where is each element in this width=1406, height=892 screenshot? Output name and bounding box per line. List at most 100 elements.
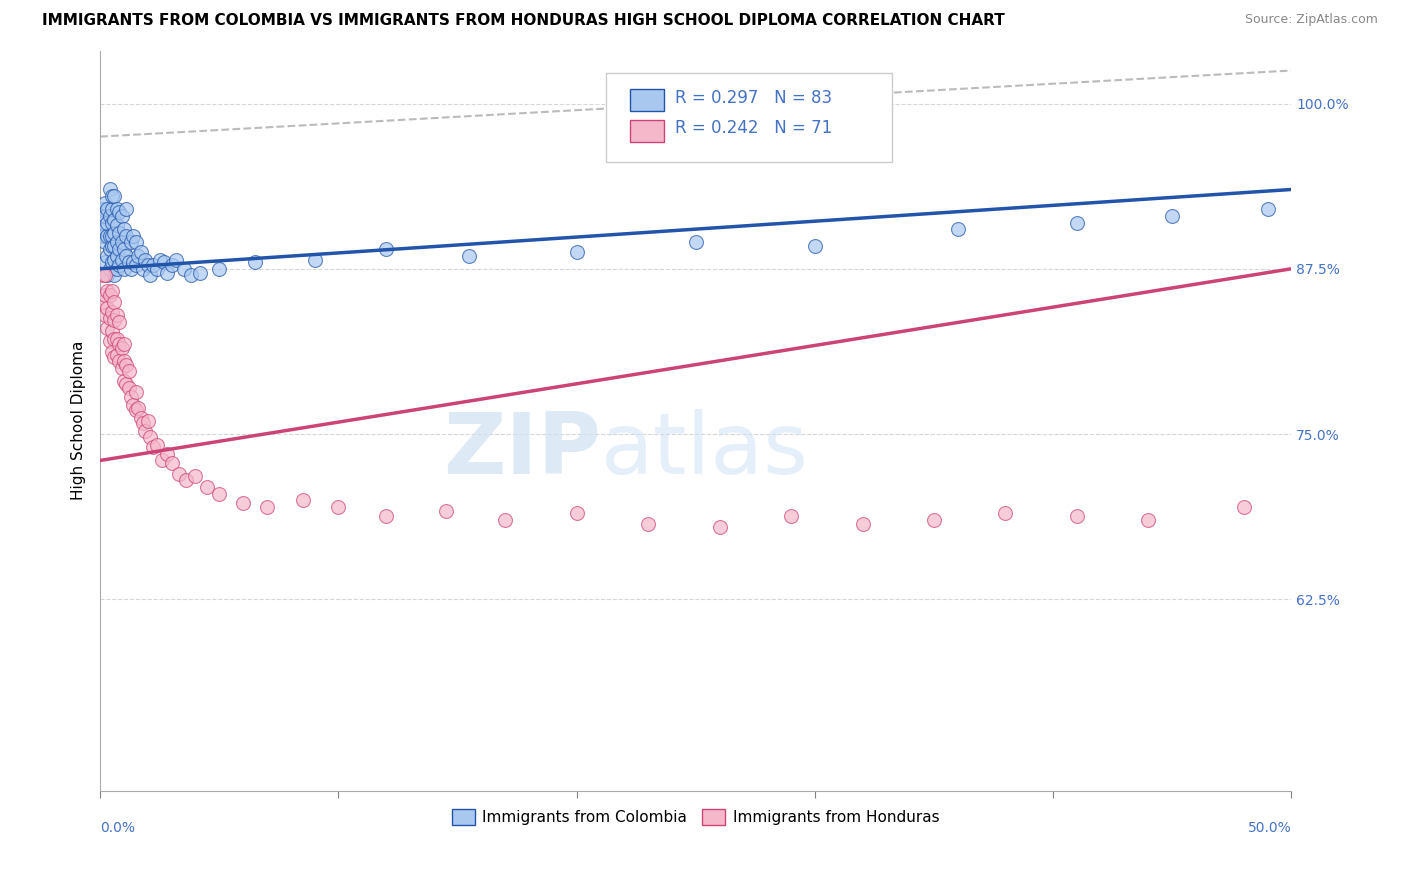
Text: R = 0.297   N = 83: R = 0.297 N = 83: [675, 89, 832, 107]
Point: [105, 308, 128, 322]
Point: [153, 255, 176, 269]
Point: [494, 513, 516, 527]
Point: [98, 288, 121, 302]
Point: [136, 258, 159, 272]
Point: [112, 337, 135, 351]
Point: [115, 228, 138, 243]
Point: [110, 341, 132, 355]
Point: [94, 255, 117, 269]
Point: [291, 493, 314, 508]
Point: [101, 305, 124, 319]
Point: [565, 244, 588, 259]
Point: [243, 255, 266, 269]
Point: [180, 268, 202, 283]
Point: [115, 376, 138, 391]
Point: [96, 268, 118, 283]
Point: [94, 288, 117, 302]
Point: [101, 255, 124, 269]
Point: [134, 252, 156, 267]
Point: [98, 182, 121, 196]
Point: [173, 261, 195, 276]
Point: [232, 496, 254, 510]
Point: [103, 313, 125, 327]
FancyBboxPatch shape: [606, 73, 893, 161]
Point: [946, 222, 969, 236]
Point: [96, 321, 118, 335]
Point: [94, 195, 117, 210]
Point: [91, 228, 114, 243]
Point: [118, 363, 141, 377]
Point: [91, 202, 114, 217]
Point: [851, 516, 873, 531]
Point: [685, 235, 707, 250]
Point: [103, 332, 125, 346]
Point: [139, 430, 162, 444]
Point: [96, 228, 118, 243]
Point: [375, 508, 398, 523]
Point: [208, 261, 231, 276]
Point: [134, 425, 156, 439]
Point: [96, 215, 118, 229]
Point: [208, 486, 231, 500]
FancyBboxPatch shape: [630, 120, 664, 142]
Point: [103, 226, 125, 240]
Point: [103, 213, 125, 227]
Point: [98, 334, 121, 349]
Point: [156, 447, 179, 461]
Point: [110, 252, 132, 267]
Point: [112, 374, 135, 388]
Point: [105, 218, 128, 232]
Point: [96, 249, 118, 263]
Point: [98, 310, 121, 325]
Point: [565, 506, 588, 520]
Point: [112, 222, 135, 236]
Point: [94, 222, 117, 236]
Point: [125, 403, 148, 417]
Point: [458, 249, 481, 263]
Point: [112, 354, 135, 368]
Point: [115, 202, 138, 217]
Point: [375, 242, 398, 256]
Point: [434, 504, 457, 518]
Point: [96, 285, 118, 299]
Point: [103, 252, 125, 267]
Point: [108, 337, 131, 351]
Point: [122, 255, 145, 269]
Point: [256, 500, 278, 514]
Point: [125, 235, 148, 250]
Point: [1257, 202, 1279, 217]
Point: [101, 345, 124, 359]
Point: [1066, 215, 1088, 229]
Point: [94, 268, 117, 283]
Point: [1161, 209, 1184, 223]
Point: [94, 209, 117, 223]
Point: [105, 249, 128, 263]
Point: [156, 266, 179, 280]
Point: [108, 205, 131, 219]
Point: [101, 202, 124, 217]
Point: [994, 506, 1017, 520]
Point: [136, 414, 159, 428]
Point: [101, 285, 124, 299]
Point: [804, 239, 827, 253]
Point: [141, 258, 163, 272]
Point: [184, 469, 207, 483]
Point: [96, 301, 118, 316]
Point: [91, 215, 114, 229]
Point: [108, 258, 131, 272]
Text: 0.0%: 0.0%: [100, 821, 135, 835]
Point: [115, 249, 138, 263]
Text: atlas: atlas: [600, 409, 808, 491]
Point: [174, 473, 197, 487]
Point: [122, 398, 145, 412]
Point: [101, 239, 124, 253]
Text: R = 0.242   N = 71: R = 0.242 N = 71: [675, 119, 832, 136]
Point: [103, 239, 125, 253]
Point: [108, 354, 131, 368]
Point: [304, 252, 326, 267]
Point: [139, 268, 162, 283]
Point: [110, 235, 132, 250]
Point: [1066, 508, 1088, 523]
Point: [188, 266, 211, 280]
Point: [110, 360, 132, 375]
